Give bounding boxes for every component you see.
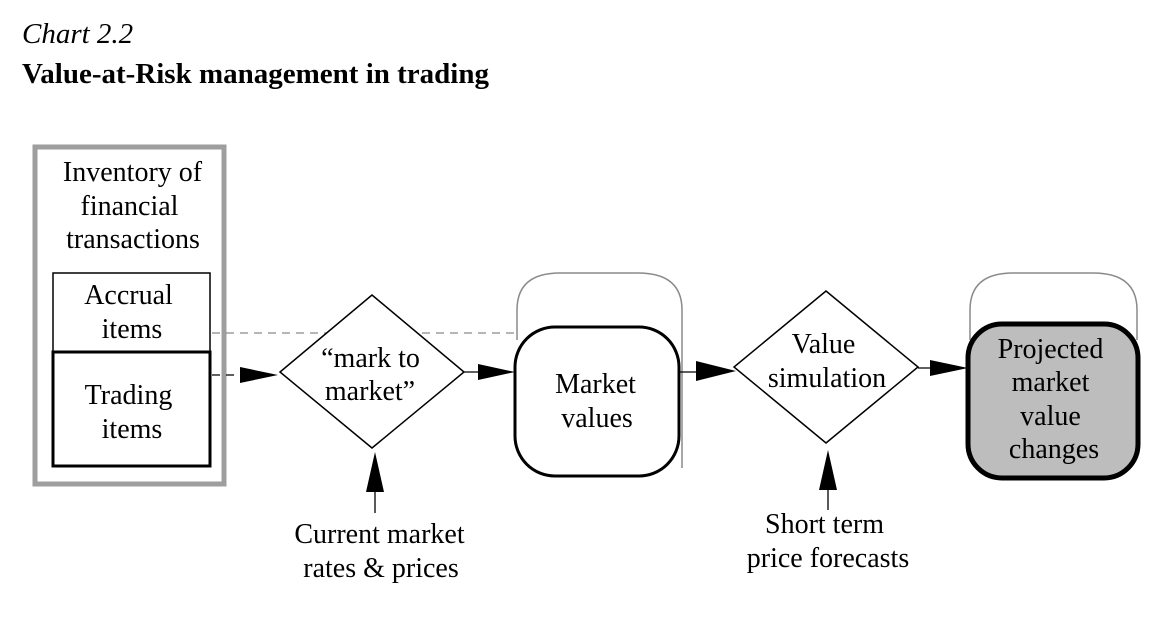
sim-to-projected-arrowhead <box>930 360 968 376</box>
market-values-ghost-box <box>516 272 683 468</box>
mtm-to-market-values-arrowhead <box>478 364 515 380</box>
mark-to-market-diamond <box>278 294 466 449</box>
page-title: Value-at-Risk management in trading <box>22 58 489 90</box>
forecast-arrowhead <box>819 450 837 490</box>
value-simulation-diamond <box>732 290 920 444</box>
value-simulation-label: Value simulation <box>768 329 886 394</box>
projected-changes-box <box>965 321 1141 481</box>
mark-to-market-label: “mark to market” <box>321 343 427 407</box>
current-market-label: Current market rates & prices <box>294 519 471 584</box>
trading-items-box <box>51 350 212 468</box>
current-market-arrowhead <box>366 452 384 492</box>
forecast-label: Short term price forecasts <box>747 509 909 574</box>
projected-ghost-box <box>969 272 1138 340</box>
trading-items-label: Trading items <box>85 380 180 445</box>
accrual-items-box <box>52 272 211 354</box>
market-values-to-sim-arrowhead <box>696 361 736 381</box>
inventory-label: Inventory of financial transactions <box>63 157 209 255</box>
trading-to-mtm-arrowhead <box>240 367 278 383</box>
accrual-items-label: Accrual items <box>84 280 180 345</box>
projected-changes-label: Projected market value changes <box>998 334 1111 465</box>
chart-number: Chart 2.2 <box>22 18 134 50</box>
market-values-label: Market values <box>555 369 643 434</box>
market-values-box <box>513 325 681 478</box>
inventory-frame <box>32 144 227 487</box>
